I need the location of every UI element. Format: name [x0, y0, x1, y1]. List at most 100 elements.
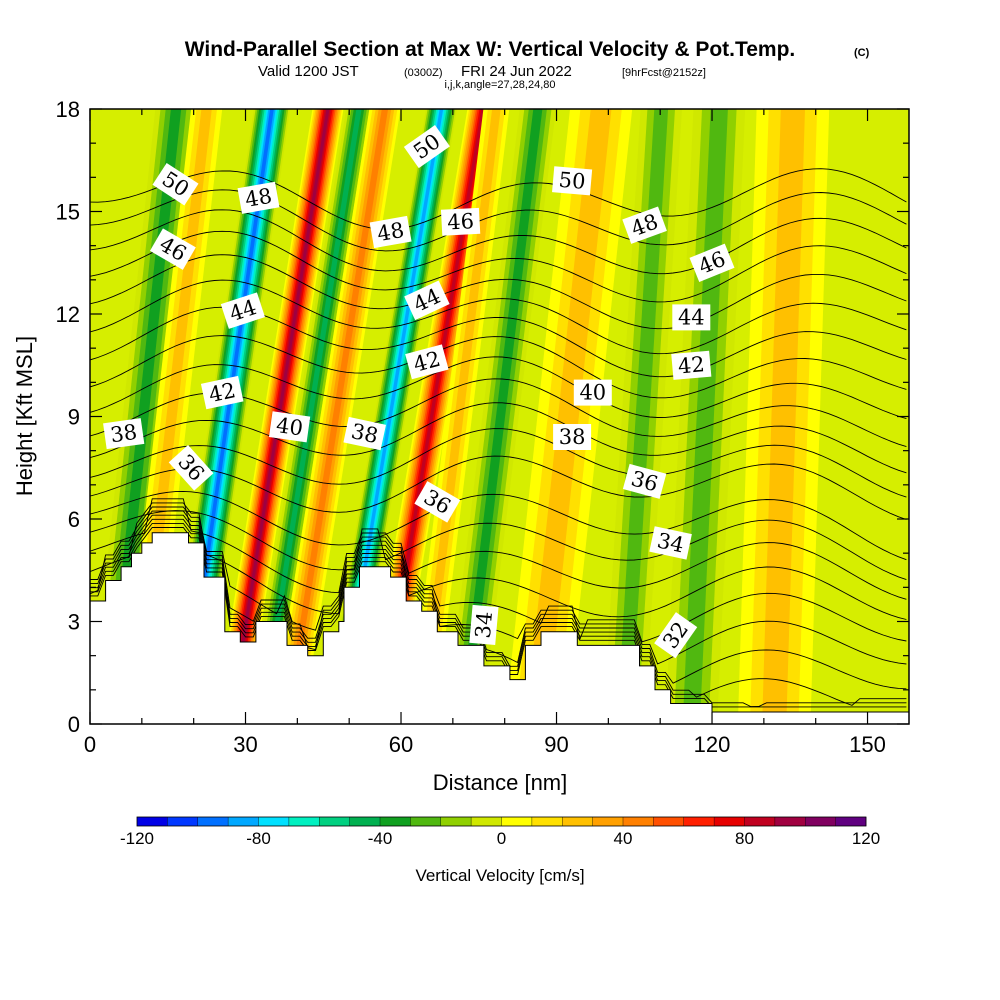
colorbar-swatch: [683, 817, 715, 826]
theta-contour-32: [90, 518, 907, 706]
y-tick-label: 3: [68, 610, 80, 635]
contour-label: 48: [237, 181, 280, 214]
contour-label-box: [553, 424, 592, 450]
theta-contour-47: [90, 279, 907, 355]
contour-label: 42: [200, 375, 244, 410]
contour-label-text: 50: [558, 168, 587, 194]
contour-label-box: [200, 375, 244, 410]
contour-label-box: [220, 292, 265, 329]
contour-label-text: 42: [207, 378, 238, 407]
theta-contour-37: [90, 498, 907, 600]
colorbar-swatch: [531, 817, 563, 826]
y-tick-label: 12: [56, 302, 80, 327]
colorbar-swatch: [623, 817, 654, 826]
subtitle-forecast: [9hrFcst@2152z]: [622, 67, 706, 79]
contour-label-text: 38: [349, 419, 380, 448]
contour-label-box: [671, 350, 712, 380]
contour-label-box: [369, 215, 412, 249]
x-tick-label: 0: [84, 732, 96, 757]
title-suffix: (C): [854, 47, 870, 59]
contour-label-box: [672, 304, 711, 331]
theta-contours: [90, 168, 907, 708]
subtitle-valid: Valid 1200 JST: [258, 63, 359, 80]
contour-label-box: [403, 125, 450, 169]
theta-contour-44: [90, 356, 907, 420]
colorbar-swatch: [440, 817, 472, 826]
colorbar-swatch: [137, 817, 168, 826]
colorbar-swatch: [774, 817, 806, 826]
x-axis-label: Distance [nm]: [433, 770, 568, 795]
colorbar-swatch: [410, 817, 442, 826]
contour-label-text: 48: [243, 184, 273, 212]
theta-contour-50: [90, 209, 907, 275]
contour-label: 48: [369, 215, 412, 249]
contour-label: 34: [649, 526, 692, 560]
theta-contour-34: [90, 510, 907, 665]
colorbar-tick-label: -120: [120, 829, 154, 848]
theta-contour-33: [90, 514, 907, 690]
y-tick-label: 15: [56, 200, 80, 225]
contour-label: 42: [671, 350, 712, 380]
theta-contour-36: [90, 502, 907, 620]
contour-label-text: 40: [579, 381, 606, 405]
colorbar-swatch: [835, 817, 867, 826]
colorbar-swatch: [258, 817, 290, 826]
colorbar-tick-label: 0: [497, 829, 506, 848]
theta-contour-38: [90, 510, 907, 581]
y-tick-label: 18: [56, 97, 80, 122]
contour-label: 38: [553, 424, 592, 450]
x-tick-label: 90: [544, 732, 568, 757]
y-axis-label: Height [Kft MSL]: [12, 336, 37, 496]
contour-label: 38: [103, 418, 145, 450]
x-axis: 0 30 60 90 120 150: [84, 109, 886, 757]
colorbar-swatch: [653, 817, 685, 826]
colorbar-label: Vertical Velocity [cm/s]: [415, 866, 584, 885]
contour-label-box: [654, 612, 698, 659]
colorbar-swatch: [319, 817, 350, 826]
contour-label: 50: [552, 166, 593, 196]
contour-label-box: [405, 344, 449, 380]
theta-contour-42: [90, 402, 907, 474]
contour-label-box: [149, 228, 196, 270]
colorbar-swatch: [380, 817, 411, 826]
contour-label-box: [168, 444, 214, 491]
colorbar-tick-label: 40: [614, 829, 633, 848]
contour-label-text: 44: [678, 305, 705, 329]
terrain: [90, 532, 909, 724]
colorbar-swatch: [562, 817, 593, 826]
colorbar-swatch: [805, 817, 836, 826]
theta-contour-49: [90, 230, 907, 303]
contour-label-box: [103, 418, 145, 450]
x-tick-label: 120: [694, 732, 731, 757]
contour-label-text: 42: [677, 352, 706, 378]
theta-contour-41: [90, 428, 907, 498]
y-tick-label: 9: [68, 405, 80, 430]
velocity-band-8-level-2: [417, 109, 501, 724]
colorbar-swatch: [228, 817, 259, 826]
velocity-band-5-level-4: [283, 109, 389, 724]
colorbar: -120 -80 -40 0 40 80 120: [120, 816, 880, 848]
x-tick-label: 30: [233, 732, 257, 757]
x-tick-label: 150: [849, 732, 886, 757]
colorbar-swatch: [592, 817, 624, 826]
contour-label: 40: [573, 379, 612, 406]
velocity-band-9-level-3: [458, 109, 543, 724]
contour-label: 34: [469, 604, 499, 645]
contour-label-box: [622, 206, 667, 244]
y-tick-label: 6: [68, 507, 80, 532]
theta-contour-40: [90, 455, 907, 520]
contour-label-box: [404, 280, 450, 321]
contour-label-text: 48: [375, 218, 405, 246]
colorbar-tick-label: -80: [246, 829, 271, 848]
theta-contour-31: [90, 522, 907, 708]
contour-label-box: [573, 379, 612, 406]
contour-label-box: [343, 416, 386, 451]
x-tick-label: 60: [389, 732, 413, 757]
contour-label-box: [649, 526, 692, 560]
theta-contour-30: [90, 527, 907, 708]
contour-label: 44: [672, 304, 711, 331]
contour-label-box: [152, 162, 199, 206]
